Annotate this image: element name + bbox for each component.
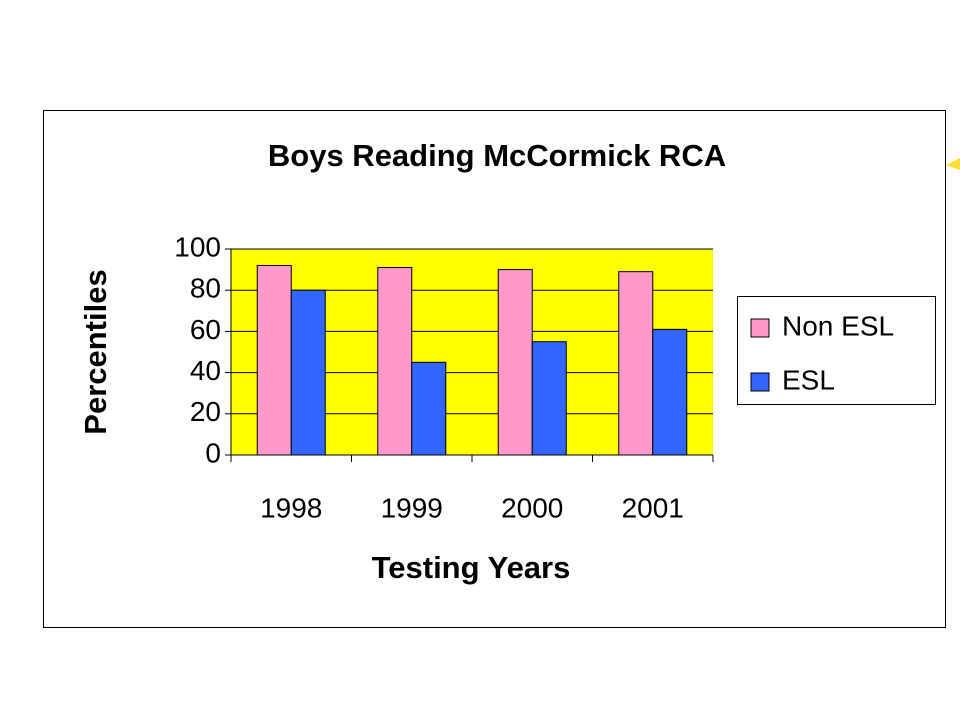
y-tick-label: 20 <box>190 396 221 427</box>
bar <box>618 271 654 456</box>
bar <box>531 341 567 456</box>
legend-swatch <box>750 372 770 392</box>
legend-label: ESL <box>782 364 835 395</box>
bar <box>256 264 292 456</box>
x-axis-title: Testing Years <box>372 550 571 585</box>
y-tick-label: 40 <box>190 355 221 386</box>
bar <box>290 289 326 456</box>
chart-title: Boys Reading McCormick RCA <box>268 138 726 173</box>
bar <box>411 361 447 456</box>
y-tick-label: 0 <box>205 437 221 468</box>
decoration <box>946 158 960 170</box>
bar <box>652 328 688 456</box>
y-tick-label: 100 <box>174 231 221 262</box>
bar <box>497 269 533 456</box>
legend-swatch <box>750 318 770 338</box>
x-tick-label: 2000 <box>501 492 563 523</box>
y-tick-label: 80 <box>190 273 221 304</box>
x-tick-label: 2001 <box>622 492 684 523</box>
legend-label: Non ESL <box>782 310 894 341</box>
y-axis-title: Percentiles <box>78 269 113 434</box>
legend <box>737 296 936 405</box>
bar <box>377 267 413 456</box>
x-tick-label: 1998 <box>260 492 322 523</box>
y-tick-label: 60 <box>190 314 221 345</box>
x-tick-label: 1999 <box>381 492 443 523</box>
